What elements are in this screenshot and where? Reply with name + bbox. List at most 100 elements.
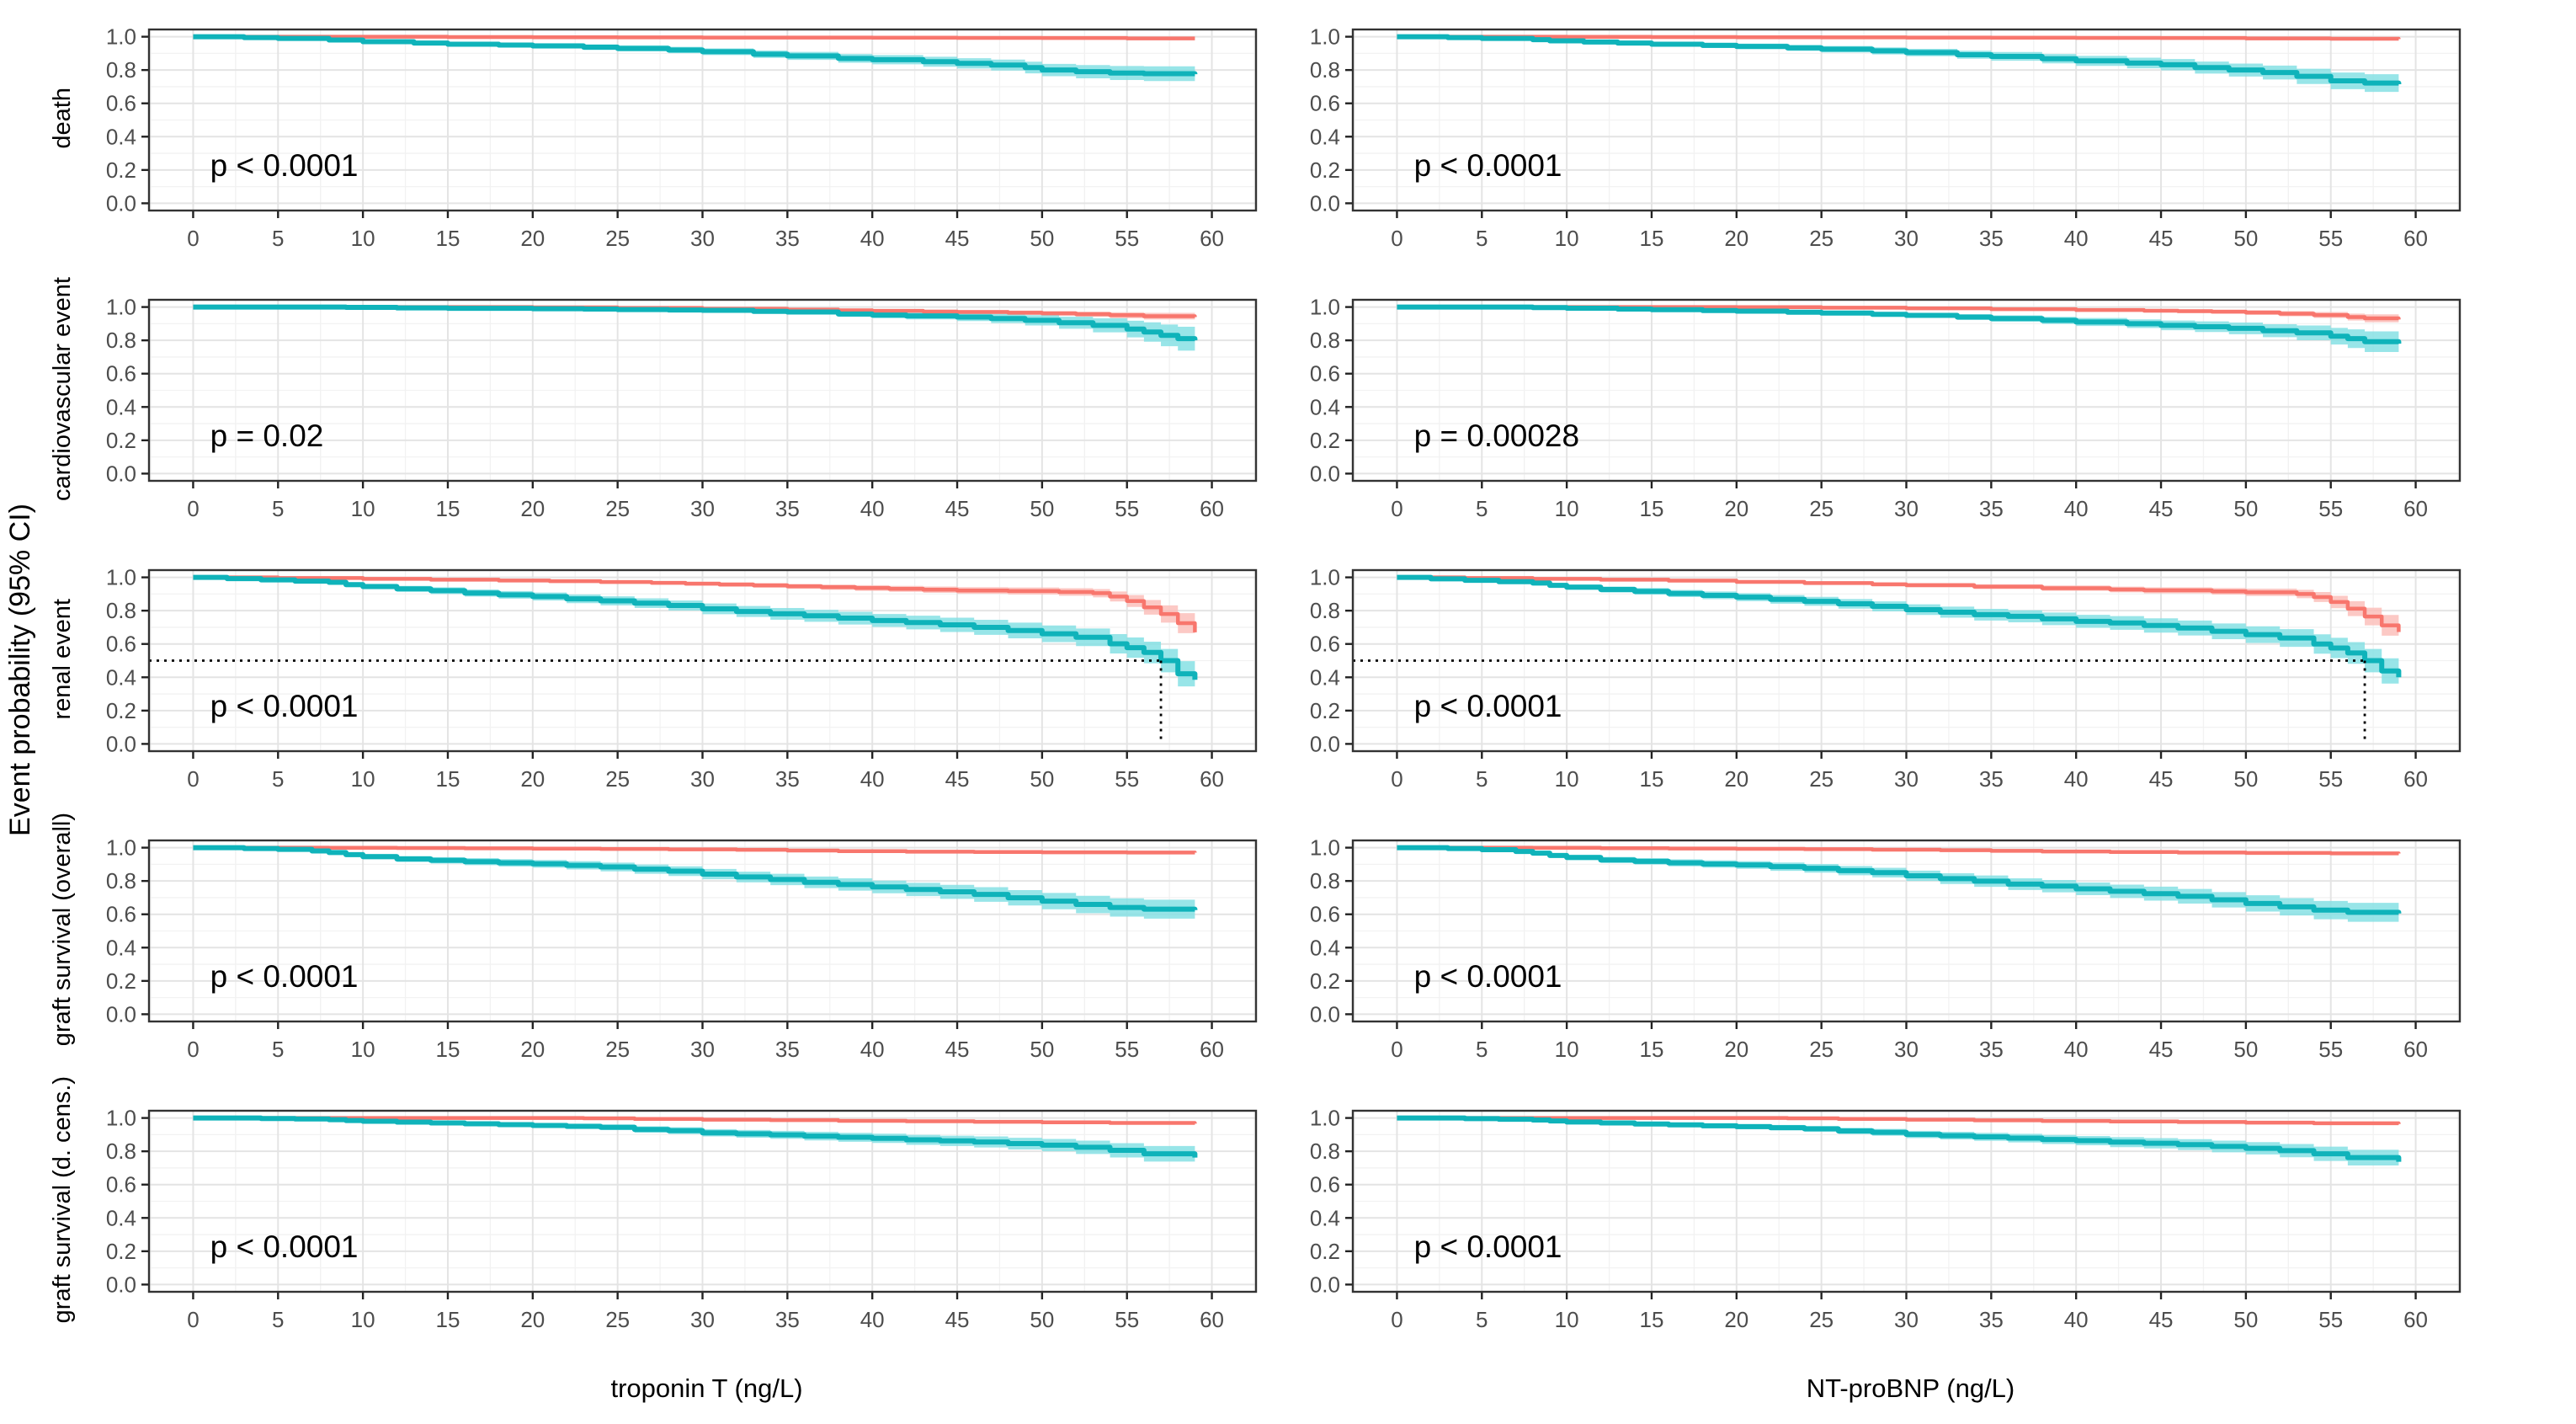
km-panel-graft-survival-d-cens-troponin-t: 0 5 10 15 20 25 30 35 40 45 50 55 60 1.0 0.8 0.6 0.4 0.2 0… — [106, 1106, 1258, 1332]
median-survival-marker — [1353, 659, 2366, 744]
svg-text:30: 30 — [1894, 1307, 1919, 1332]
svg-text:0: 0 — [187, 766, 199, 792]
column-gap — [1264, 292, 1290, 525]
panel-border — [147, 28, 1258, 212]
svg-text:15: 15 — [1640, 766, 1664, 792]
survival-curve-red — [193, 1116, 1197, 1125]
survival-curve-red — [1397, 845, 2401, 856]
svg-text:20: 20 — [520, 1037, 545, 1062]
row-label: renal event — [48, 598, 76, 720]
survival-curve-teal — [193, 574, 1198, 680]
svg-text:0.8: 0.8 — [106, 598, 136, 623]
survival-curve-teal — [1397, 304, 2402, 344]
svg-text:0.0: 0.0 — [106, 190, 136, 216]
column-gap — [1264, 833, 1290, 1066]
svg-text:45: 45 — [945, 766, 970, 792]
svg-text:0.6: 0.6 — [1310, 361, 1340, 387]
svg-text:0: 0 — [187, 226, 199, 251]
svg-text:20: 20 — [1724, 226, 1748, 251]
svg-text:40: 40 — [2064, 1037, 2089, 1062]
survival-curve-teal — [193, 304, 1198, 342]
svg-text:25: 25 — [1809, 1037, 1834, 1062]
svg-text:25: 25 — [1809, 226, 1834, 251]
svg-text:40: 40 — [860, 226, 885, 251]
y-tick-labels: 1.0 0.8 0.6 0.4 0.2 0.0 — [106, 565, 136, 757]
svg-text:10: 10 — [351, 1307, 375, 1332]
svg-text:0.0: 0.0 — [106, 461, 136, 486]
axis-ticks — [141, 1117, 1213, 1299]
svg-text:15: 15 — [1640, 496, 1664, 521]
svg-text:45: 45 — [945, 1037, 970, 1062]
column-gap — [1264, 22, 1290, 255]
y-tick-labels: 1.0 0.8 0.6 0.4 0.2 0.0 — [1310, 24, 1340, 216]
svg-text:0: 0 — [1391, 226, 1402, 251]
svg-text:55: 55 — [2318, 766, 2343, 792]
gridlines-major — [149, 29, 1256, 211]
svg-text:0.8: 0.8 — [1310, 868, 1340, 893]
svg-text:45: 45 — [945, 1307, 970, 1332]
svg-text:30: 30 — [1894, 766, 1919, 792]
svg-text:15: 15 — [1640, 226, 1664, 251]
svg-text:35: 35 — [775, 1307, 800, 1332]
p-value-annotation: p < 0.0001 — [210, 959, 359, 994]
column-gap — [1264, 563, 1290, 796]
y-tick-labels: 1.0 0.8 0.6 0.4 0.2 0.0 — [106, 295, 136, 487]
svg-text:5: 5 — [1476, 496, 1488, 521]
svg-text:25: 25 — [1809, 496, 1834, 521]
ci-band-teal — [193, 307, 1195, 354]
x-tick-labels: 0 5 10 15 20 25 30 35 40 45 50 55 60 — [1391, 1307, 2428, 1332]
svg-text:45: 45 — [945, 496, 970, 521]
x-tick-labels: 0 5 10 15 20 25 30 35 40 45 50 55 60 — [1391, 496, 2428, 521]
svg-text:15: 15 — [436, 1307, 460, 1332]
svg-text:15: 15 — [436, 1037, 460, 1062]
km-panel-renal-event-troponin-t: 0 5 10 15 20 25 30 35 40 45 50 55 60 1.0 0.8 0.6 0.4 0.2 0… — [106, 565, 1258, 792]
svg-text:55: 55 — [2318, 496, 2343, 521]
svg-text:60: 60 — [2403, 226, 2428, 251]
panel-grid: death 0 5 10 15 20 25 30 35 40 45 50 55 60 1.0 0.8 0.6 0.… — [39, 22, 2576, 1336]
svg-text:0.6: 0.6 — [106, 361, 136, 387]
p-value-annotation: p < 0.0001 — [1414, 959, 1562, 994]
svg-text:5: 5 — [272, 496, 284, 521]
km-row-4: graft survival (d. cens.) 0 5 10 15 20 25 30 35 4… — [39, 1076, 2576, 1336]
row-label: graft survival (d. cens.) — [48, 1075, 76, 1324]
survival-curve-red — [1397, 1116, 2401, 1126]
svg-text:1.0: 1.0 — [106, 565, 136, 590]
svg-text:50: 50 — [1030, 766, 1054, 792]
y-tick-labels: 1.0 0.8 0.6 0.4 0.2 0.0 — [106, 24, 136, 216]
svg-text:50: 50 — [1030, 226, 1054, 251]
p-value-annotation: p = 0.02 — [210, 419, 324, 453]
row-label: cardiovascular event — [48, 276, 76, 501]
svg-text:20: 20 — [520, 1307, 545, 1332]
row-label-container: renal event — [39, 563, 86, 796]
survival-curve-teal — [1397, 574, 2402, 678]
svg-text:0.0: 0.0 — [106, 1272, 136, 1297]
x-tick-labels: 0 5 10 15 20 25 30 35 40 45 50 55 60 — [1391, 766, 2428, 792]
svg-text:20: 20 — [520, 766, 545, 792]
svg-text:15: 15 — [436, 496, 460, 521]
row-label-container: graft survival (overall) — [39, 813, 86, 1066]
svg-text:30: 30 — [690, 1037, 715, 1062]
survival-curve-teal — [193, 1115, 1198, 1158]
svg-text:0.4: 0.4 — [106, 394, 136, 419]
svg-text:0.6: 0.6 — [1310, 632, 1340, 657]
survival-curve-red — [1397, 575, 2401, 632]
survival-curve-teal — [1397, 34, 2402, 86]
x-axis-title-troponin: troponin T (ng/L) — [610, 1373, 803, 1403]
svg-text:20: 20 — [520, 226, 545, 251]
x-axis-title-ntprobnp: NT-proBNP (ng/L) — [1806, 1373, 2015, 1403]
km-panel-graft-survival-overall-troponin-t: 0 5 10 15 20 25 30 35 40 45 50 55 60 1.0 0.8 0.6 0.4 0.2 0… — [106, 835, 1258, 1062]
svg-text:5: 5 — [1476, 766, 1488, 792]
panel-border — [1351, 28, 2462, 212]
svg-text:0.4: 0.4 — [106, 124, 136, 149]
svg-text:10: 10 — [1555, 496, 1579, 521]
svg-text:0.2: 0.2 — [106, 157, 136, 183]
svg-text:50: 50 — [1030, 496, 1054, 521]
svg-text:25: 25 — [605, 766, 630, 792]
svg-text:10: 10 — [1555, 226, 1579, 251]
svg-text:0.0: 0.0 — [1310, 731, 1340, 756]
axis-ticks — [1345, 306, 2417, 488]
svg-text:15: 15 — [1640, 1307, 1664, 1332]
svg-text:30: 30 — [1894, 496, 1919, 521]
p-value-annotation: p < 0.0001 — [210, 148, 359, 183]
